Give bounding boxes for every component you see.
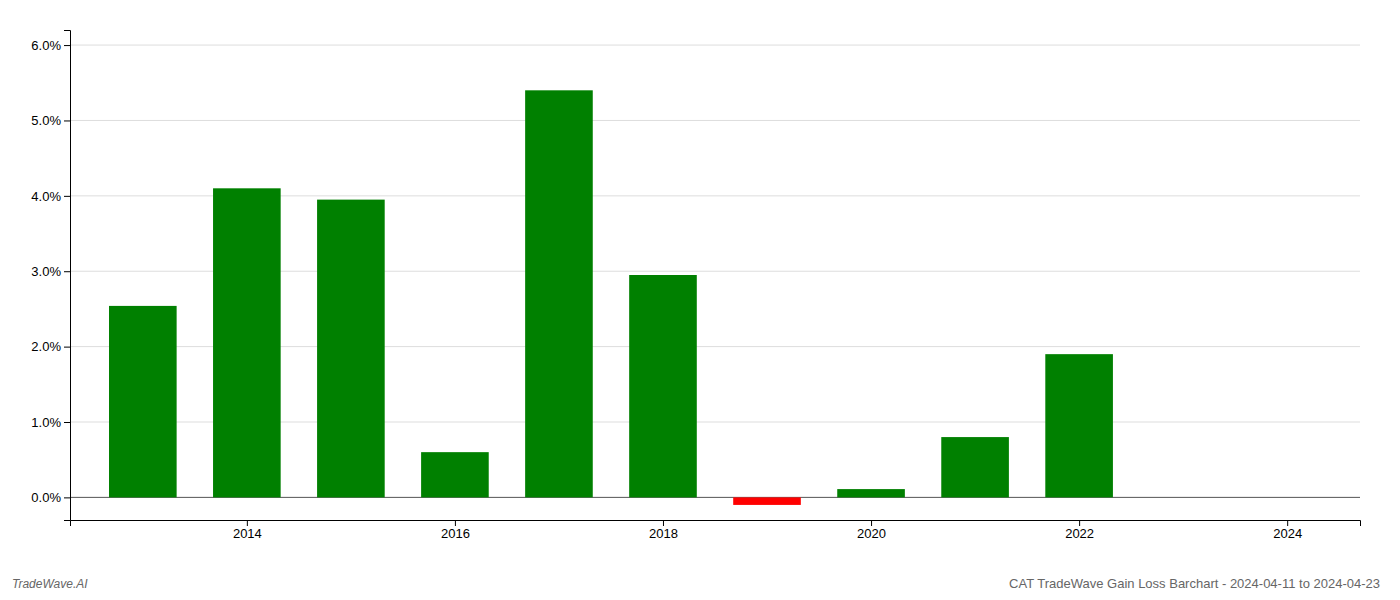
grid-line <box>70 45 1360 46</box>
tick-mark <box>871 520 872 526</box>
tick-label: 0.0% <box>31 490 61 505</box>
tick-label: 2024 <box>1273 526 1302 541</box>
tick-label: 2018 <box>649 526 678 541</box>
bar <box>421 452 489 497</box>
tick: 2024 <box>1273 520 1302 541</box>
tick: 2022 <box>1065 520 1094 541</box>
tick: 5.0% <box>31 113 70 128</box>
tick-mark <box>64 45 70 46</box>
tick-label: 2014 <box>233 526 262 541</box>
grid <box>70 45 1360 497</box>
tick: 2020 <box>857 520 886 541</box>
tick-mark <box>1287 520 1288 526</box>
tick-mark <box>1079 520 1080 526</box>
bar <box>213 188 281 497</box>
tick: 2.0% <box>31 339 70 354</box>
axis-line <box>71 521 1361 527</box>
title: CAT TradeWave Gain Loss Barchart - 2024-… <box>1009 576 1380 591</box>
y-axis: 0.0% 1.0% 2.0% 3.0% 4.0% 5.0% 6.0% <box>31 31 70 521</box>
tick-mark <box>663 520 664 526</box>
tick-mark <box>64 271 70 272</box>
tick-mark <box>64 347 70 348</box>
tick-mark <box>64 120 70 121</box>
tick-mark <box>64 196 70 197</box>
tick-mark <box>455 520 456 526</box>
tick-mark <box>64 497 70 498</box>
tick: 4.0% <box>31 189 70 204</box>
bar <box>525 90 593 497</box>
tick: 3.0% <box>31 264 70 279</box>
tick: 0.0% <box>31 490 70 505</box>
tick: 2018 <box>649 520 678 541</box>
bar <box>1149 497 1217 498</box>
bar <box>941 437 1009 497</box>
tick: 1.0% <box>31 415 70 430</box>
tick: 2014 <box>233 520 262 541</box>
grid-line <box>70 120 1360 121</box>
tick: 2016 <box>441 520 470 541</box>
tick: 6.0% <box>31 38 70 53</box>
plot-area <box>109 90 1113 505</box>
bar <box>317 200 385 498</box>
bar <box>733 497 801 505</box>
tick-label: 3.0% <box>31 264 61 279</box>
tick-label: 6.0% <box>31 38 61 53</box>
bar <box>837 489 905 497</box>
tick-label: 5.0% <box>31 113 61 128</box>
x-axis: 2014 2016 2018 2020 2022 2024 <box>71 520 1361 541</box>
watermark: TradeWave.AI <box>12 577 88 591</box>
tick-mark <box>247 520 248 526</box>
tick-label: 1.0% <box>31 415 61 430</box>
tick-label: 2016 <box>441 526 470 541</box>
bar <box>1045 354 1113 497</box>
tick-label: 4.0% <box>31 189 61 204</box>
bar <box>109 306 177 497</box>
tick-label: 2.0% <box>31 339 61 354</box>
chart: 2014 2016 2018 2020 2022 2024 0.0% 1.0% 2.0% 3.0%… <box>0 0 1400 600</box>
tick-label: 2022 <box>1065 526 1094 541</box>
axis-line <box>64 31 71 521</box>
bar <box>629 275 697 497</box>
tick-label: 2020 <box>857 526 886 541</box>
tick-mark <box>64 422 70 423</box>
